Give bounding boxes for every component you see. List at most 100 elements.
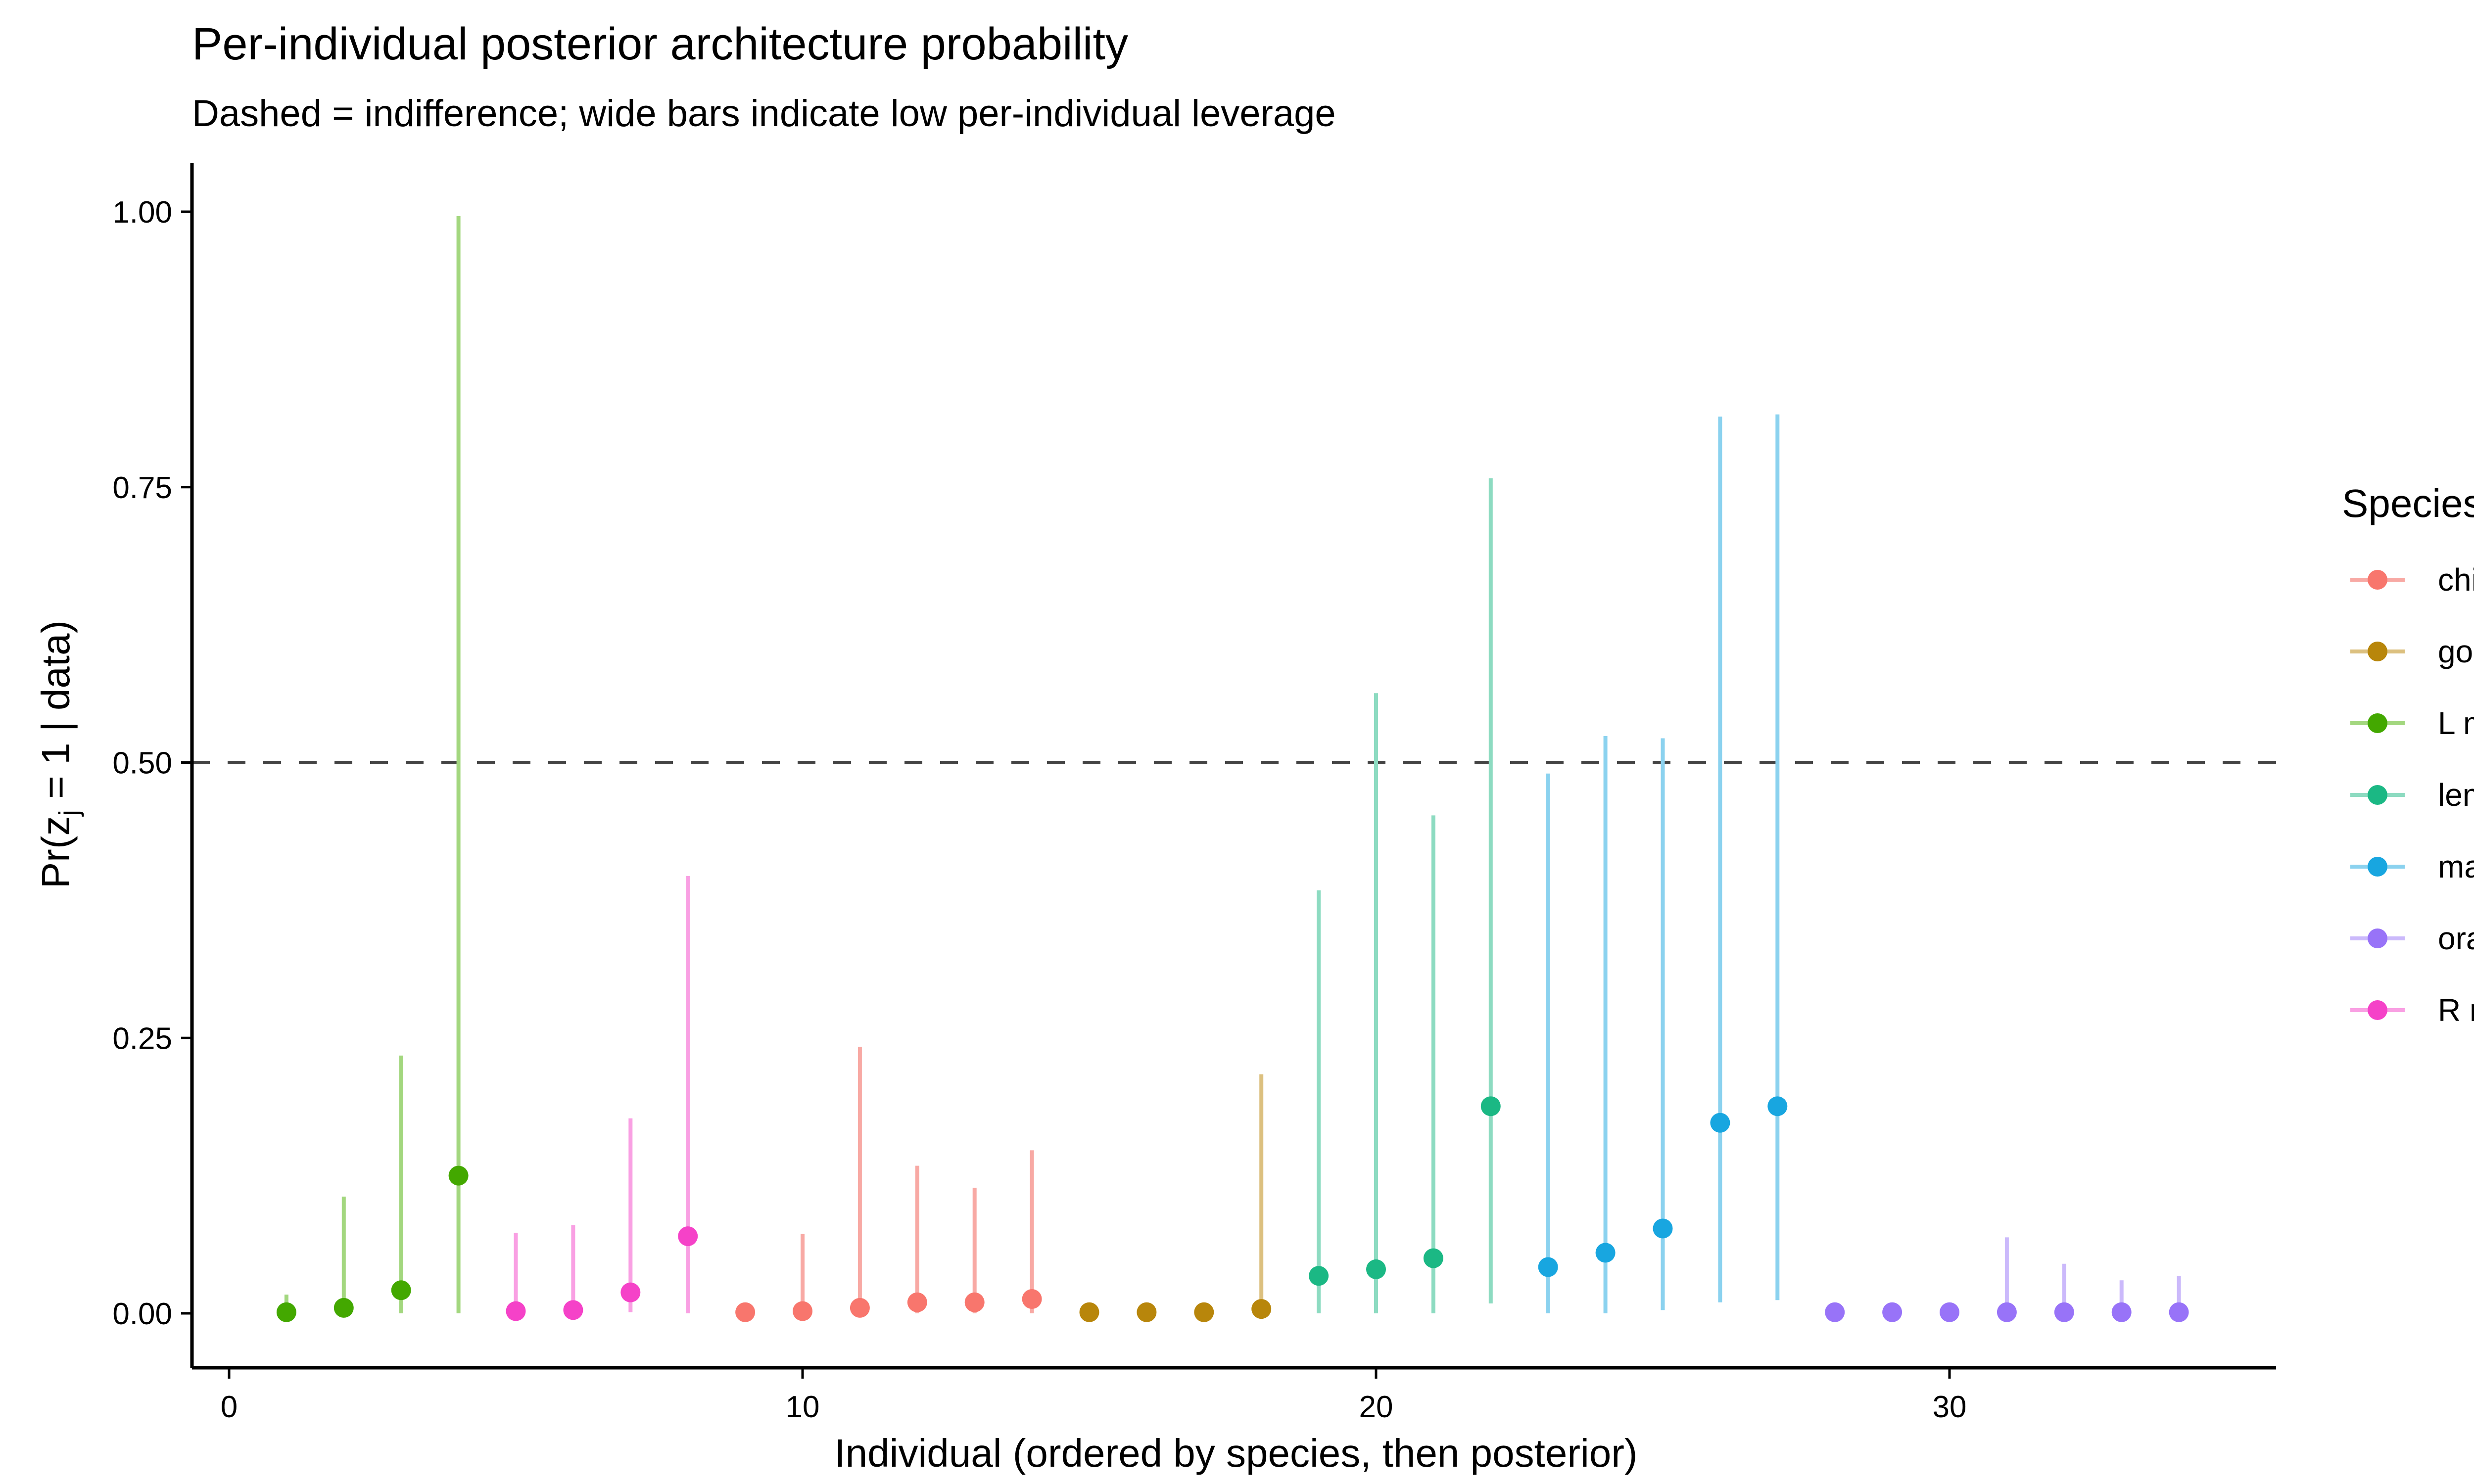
data-point-group bbox=[2169, 1276, 2189, 1322]
data-point bbox=[506, 1301, 526, 1321]
legend-item: L macaques bbox=[2350, 705, 2474, 741]
data-point bbox=[1423, 1248, 1443, 1268]
legend-key-point bbox=[2368, 570, 2387, 590]
data-point bbox=[1710, 1113, 1730, 1133]
plot-area bbox=[192, 216, 2276, 1322]
data-point bbox=[1251, 1299, 1272, 1319]
x-axis: 0 10 20 30 bbox=[192, 1366, 2276, 1424]
legend-label: chimpanzees bbox=[2438, 562, 2474, 598]
data-point bbox=[1595, 1243, 1616, 1263]
y-axis-title: Pr(zj = 1 | data) bbox=[34, 620, 84, 888]
y-tick-label: 0.75 bbox=[112, 471, 172, 505]
y-tick-label: 0.00 bbox=[112, 1297, 172, 1331]
data-point-group bbox=[2054, 1263, 2074, 1322]
data-point bbox=[1194, 1302, 1214, 1322]
data-point-group bbox=[1538, 773, 1558, 1313]
legend-label: lemurs bbox=[2438, 777, 2474, 813]
legend-item: chimpanzees bbox=[2350, 562, 2474, 598]
y-axis-title-sub: j bbox=[53, 810, 84, 817]
data-point-group bbox=[1137, 1302, 1157, 1322]
chart-subtitle: Dashed = indifference; wide bars indicat… bbox=[192, 93, 1336, 135]
data-point-group bbox=[333, 1196, 354, 1318]
data-point-group bbox=[793, 1234, 812, 1321]
data-point-group bbox=[2111, 1280, 2132, 1322]
data-point bbox=[2054, 1302, 2074, 1322]
legend-key-point bbox=[2368, 713, 2387, 733]
data-point-group bbox=[1480, 478, 1501, 1303]
data-point-group bbox=[1825, 1302, 1845, 1322]
legend-title: Species bbox=[2342, 481, 2474, 525]
data-point bbox=[276, 1302, 296, 1322]
data-point-group bbox=[1653, 738, 1673, 1310]
legend-key-point bbox=[2368, 928, 2387, 948]
data-point bbox=[1022, 1289, 1042, 1309]
legend-item: lemurs bbox=[2350, 777, 2474, 813]
data-point-group bbox=[1309, 890, 1329, 1313]
legend-item: R macaques bbox=[2350, 992, 2474, 1028]
data-point bbox=[1767, 1096, 1788, 1116]
legend-key-point bbox=[2368, 642, 2387, 661]
data-point bbox=[448, 1165, 469, 1186]
legend-key-point bbox=[2368, 785, 2387, 805]
data-point bbox=[1997, 1302, 2017, 1322]
data-point bbox=[1366, 1259, 1386, 1279]
data-point-group bbox=[620, 1118, 641, 1312]
y-axis-title-suffix: = 1 | data) bbox=[34, 620, 78, 810]
data-point-group bbox=[1022, 1150, 1042, 1313]
data-point-group bbox=[1767, 414, 1788, 1300]
data-point-group bbox=[1079, 1302, 1099, 1322]
data-point bbox=[1137, 1302, 1157, 1322]
x-tick-label: 10 bbox=[786, 1390, 820, 1424]
legend-key-point bbox=[2368, 1000, 2387, 1020]
legend-label: mangabeys bbox=[2438, 849, 2474, 884]
data-point-group bbox=[448, 216, 469, 1313]
legend-label: L macaques bbox=[2438, 705, 2474, 741]
data-point-group bbox=[1595, 736, 1616, 1313]
data-point bbox=[793, 1301, 812, 1321]
data-point-group bbox=[850, 1047, 870, 1318]
legend-label: orangutans bbox=[2438, 921, 2474, 956]
data-point-group bbox=[1710, 417, 1730, 1302]
data-point bbox=[333, 1298, 354, 1318]
y-axis-title-prefix: Pr( bbox=[34, 835, 78, 888]
legend: Species chimpanzees gorillas L macaques lem… bbox=[2342, 481, 2474, 1028]
legend-item: gorillas bbox=[2350, 634, 2474, 669]
data-point bbox=[1480, 1096, 1501, 1116]
data-point bbox=[2169, 1302, 2189, 1322]
data-point-group bbox=[735, 1302, 756, 1322]
data-point-group bbox=[1882, 1302, 1903, 1322]
data-point bbox=[1882, 1302, 1903, 1322]
data-point-group bbox=[678, 876, 698, 1313]
data-point bbox=[1309, 1266, 1329, 1286]
data-point-group bbox=[964, 1188, 985, 1313]
legend-label: R macaques bbox=[2438, 992, 2474, 1028]
legend-key-point bbox=[2368, 857, 2387, 877]
data-point bbox=[907, 1292, 927, 1312]
data-point bbox=[391, 1280, 411, 1300]
legend-label: gorillas bbox=[2438, 634, 2474, 669]
y-tick-label: 1.00 bbox=[112, 195, 172, 230]
y-tick-label: 0.25 bbox=[112, 1021, 172, 1056]
data-point-group bbox=[1366, 693, 1386, 1313]
data-point bbox=[678, 1226, 698, 1247]
data-point bbox=[620, 1282, 641, 1302]
y-axis: 0.00 0.25 0.50 0.75 1.00 bbox=[112, 163, 194, 1368]
data-point bbox=[964, 1292, 985, 1312]
data-point-group bbox=[907, 1165, 927, 1313]
data-point bbox=[1079, 1302, 1099, 1322]
data-point bbox=[850, 1298, 870, 1318]
data-point bbox=[1538, 1257, 1558, 1277]
x-tick-label: 30 bbox=[1933, 1390, 1967, 1424]
data-point-group bbox=[563, 1225, 583, 1320]
x-tick-label: 0 bbox=[221, 1390, 238, 1424]
y-tick-label: 0.50 bbox=[112, 746, 172, 781]
data-point bbox=[1653, 1218, 1673, 1239]
data-point bbox=[563, 1300, 583, 1320]
data-point-group bbox=[1940, 1302, 1959, 1322]
data-point-group bbox=[276, 1295, 296, 1322]
x-tick-label: 20 bbox=[1359, 1390, 1393, 1424]
data-point-group bbox=[1997, 1237, 2017, 1322]
data-point-group bbox=[1251, 1074, 1272, 1319]
data-point bbox=[2111, 1302, 2132, 1322]
